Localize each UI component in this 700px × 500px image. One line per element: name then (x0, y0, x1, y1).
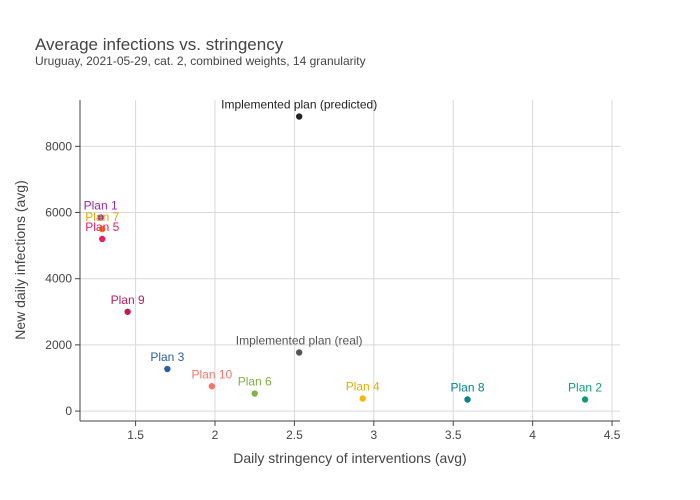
data-label: Plan 2 (568, 380, 602, 394)
data-point (464, 396, 471, 403)
x-tick-label: 4 (529, 428, 536, 442)
y-tick-label: 0 (65, 404, 72, 418)
y-tick-labels: 0 2000 4000 6000 8000 (45, 139, 72, 418)
data-point (581, 396, 589, 403)
data-label: Implemented plan (predicted) (221, 98, 377, 112)
data-label: Plan 8 (451, 380, 485, 394)
axes (75, 100, 620, 426)
y-tick-label: 8000 (45, 139, 72, 153)
data-label: Plan 10 (191, 367, 232, 381)
y-tick-label: 2000 (45, 338, 72, 352)
data-point (359, 395, 366, 402)
data-point (295, 113, 303, 120)
data-point (124, 308, 131, 315)
data-label: Plan 5 (85, 220, 119, 234)
x-tick-label: 2.5 (286, 428, 303, 442)
data-label: Plan 1 (84, 198, 118, 212)
x-tick-label: 4.5 (604, 428, 621, 442)
x-tick-label: 3.5 (445, 428, 462, 442)
data-label: Plan 3 (150, 350, 184, 364)
grid-lines (80, 100, 620, 421)
data-point (208, 383, 216, 390)
x-tick-labels: 1.5 2 2.5 3 3.5 4 4.5 (127, 428, 620, 442)
data-label: Implemented plan (real) (236, 333, 363, 347)
x-tick-label: 2 (212, 428, 219, 442)
data-point (97, 214, 104, 221)
y-tick-label: 6000 (45, 206, 72, 220)
chart-title: Average infections vs. stringency (35, 35, 284, 54)
data-label: Plan 7 (85, 210, 119, 224)
data-point (164, 365, 171, 373)
data-points (97, 113, 589, 403)
x-tick-label: 3 (370, 428, 377, 442)
data-label: Plan 4 (346, 379, 380, 393)
data-point (251, 390, 258, 397)
data-point (295, 349, 303, 356)
chart-subtitle: Uruguay, 2021-05-29, cat. 2, combined we… (35, 54, 366, 68)
data-label: Plan 6 (238, 375, 272, 389)
x-axis-title: Daily stringency of interventions (avg) (233, 450, 466, 466)
x-tick-label: 1.5 (127, 428, 144, 442)
y-axis-title: New daily infections (avg) (12, 180, 28, 340)
data-point (99, 235, 106, 243)
data-label: Plan 9 (111, 293, 145, 307)
data-point (99, 225, 106, 233)
y-tick-label: 4000 (45, 272, 72, 286)
